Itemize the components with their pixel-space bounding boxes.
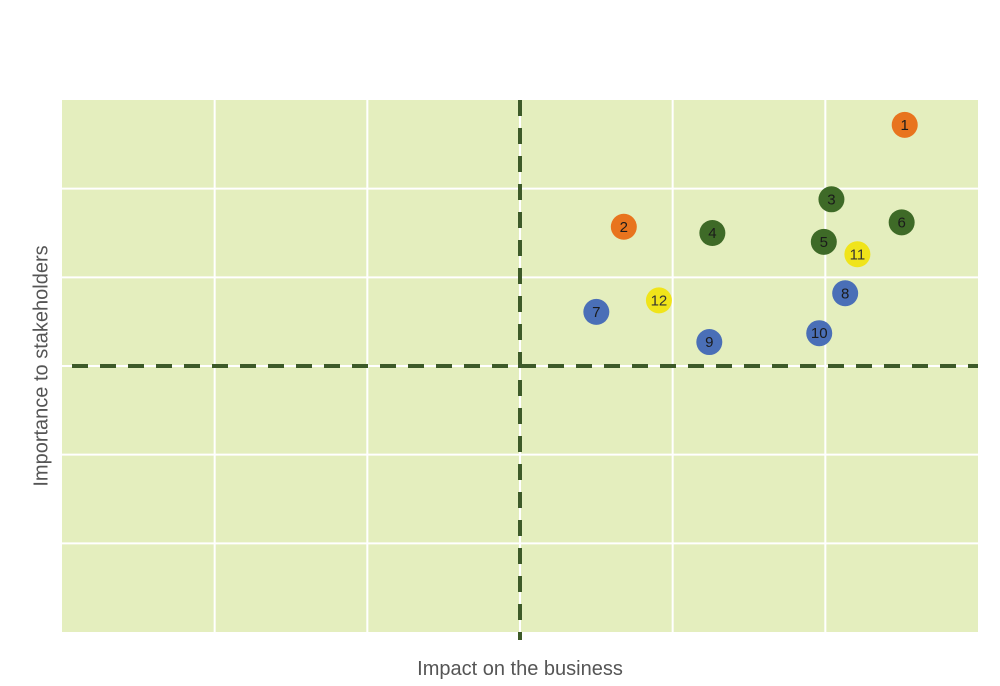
data-point: 4 [699, 220, 726, 246]
data-point: 2 [610, 213, 637, 240]
data-point: 9 [696, 329, 723, 356]
data-point-label: 8 [841, 285, 849, 302]
data-point: 7 [583, 298, 610, 325]
data-point-marker [583, 298, 610, 325]
quadrant-lines [72, 100, 978, 640]
data-point-marker [696, 329, 723, 356]
data-point: 8 [832, 280, 859, 307]
data-point: 12 [645, 287, 672, 314]
data-point-label: 1 [901, 117, 909, 134]
data-point-marker [699, 220, 726, 246]
data-point-label: 6 [897, 214, 905, 231]
data-point: 3 [818, 186, 845, 213]
data-point: 11 [844, 241, 871, 268]
data-point: 1 [891, 111, 918, 138]
data-point-label: 11 [850, 246, 866, 263]
data-point-marker [818, 186, 845, 213]
data-point-marker [645, 287, 672, 314]
data-point-marker [832, 280, 859, 307]
data-point-label: 3 [827, 191, 835, 208]
data-point-label: 10 [811, 325, 828, 342]
data-point-label: 12 [651, 292, 668, 309]
data-point-label: 2 [620, 219, 628, 236]
data-point: 10 [806, 320, 833, 347]
data-point-marker [810, 228, 837, 255]
data-point-marker [806, 320, 833, 347]
data-point-marker [891, 111, 918, 138]
data-point-label: 7 [592, 304, 600, 321]
data-point-marker [610, 213, 637, 240]
data-point-label: 4 [708, 225, 716, 242]
data-point-label: 5 [820, 234, 828, 251]
x-axis-label: Impact on the business [417, 658, 623, 680]
data-point-marker [888, 209, 915, 236]
data-point-marker [844, 241, 871, 268]
data-point-label: 9 [705, 334, 713, 351]
data-point: 5 [810, 228, 837, 255]
data-point: 6 [888, 209, 915, 236]
y-axis-label: Importance to stakeholders [30, 245, 53, 487]
